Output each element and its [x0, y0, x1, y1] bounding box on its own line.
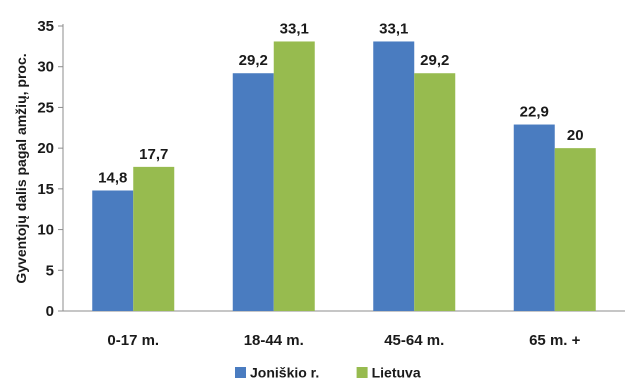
y-axis-ticks: 0 5 10 15 20 25 30 35	[37, 18, 63, 320]
bar	[513, 124, 555, 312]
x-category-label: 18-44 m.	[244, 332, 304, 349]
legend-swatch	[235, 367, 246, 378]
bar	[373, 41, 415, 311]
legend: Joniškio r. Lietuva	[235, 365, 421, 381]
category-labels: 0-17 m. 18-44 m. 45-64 m. 65 m. +	[107, 332, 580, 349]
x-category-label: 65 m. +	[529, 332, 581, 349]
data-label: 29,2	[239, 52, 268, 69]
y-axis-title: Gyventojų dalis pagal amžių, proc.	[13, 53, 29, 283]
data-label: 33,1	[280, 20, 309, 37]
y-tick-label: 15	[37, 181, 54, 198]
data-label: 14,8	[98, 169, 127, 186]
data-label: 17,7	[139, 146, 168, 163]
y-tick-label: 5	[46, 262, 54, 279]
x-category-label: 0-17 m.	[107, 332, 159, 349]
x-category-label: 45-64 m.	[384, 332, 444, 349]
data-label: 20	[567, 127, 584, 144]
y-tick-label: 0	[46, 303, 54, 320]
legend-label: Lietuva	[372, 365, 421, 381]
bar	[414, 73, 456, 311]
legend-label: Joniškio r.	[250, 365, 319, 381]
y-tick-label: 25	[37, 99, 54, 116]
y-tick-label: 35	[37, 18, 54, 35]
y-tick-label: 20	[37, 140, 54, 157]
data-label: 33,1	[379, 20, 408, 37]
y-tick-label: 30	[37, 59, 54, 76]
data-label: 29,2	[420, 52, 449, 69]
y-tick-label: 10	[37, 222, 54, 239]
legend-swatch	[356, 367, 368, 378]
bar	[273, 41, 315, 311]
bar	[232, 73, 274, 311]
bars-group: 14,8 17,7 29,2 33,1 33,1 29,2 22,9 20	[92, 20, 596, 312]
data-label: 22,9	[520, 104, 549, 121]
bar	[92, 190, 134, 311]
bar	[554, 148, 596, 311]
bar	[133, 166, 175, 311]
